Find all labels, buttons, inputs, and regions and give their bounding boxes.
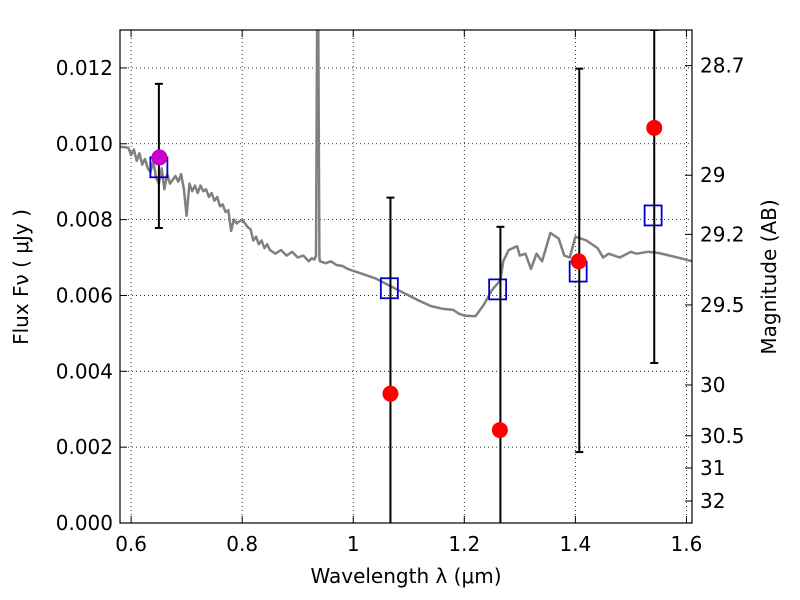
grid-lines	[120, 30, 692, 524]
x-tick-label: 0.8	[226, 532, 258, 556]
observed-flux-point	[151, 149, 168, 166]
x-tick-label: 1.2	[448, 532, 480, 556]
plot-series	[120, 30, 692, 523]
axes: 0.6 0.8 1 1.2 1.4 1.6 0.000 0.002 0.004 0.006 0.00…	[56, 30, 745, 556]
observed-flux-point	[491, 422, 508, 439]
y-right-tick-label: 29	[700, 163, 725, 187]
y-tick-label: 0.004	[56, 359, 113, 383]
y-tick-label: 0.002	[56, 435, 113, 459]
y-axis-right-title: Magnitude (AB)	[757, 199, 781, 354]
observed-flux-point	[382, 385, 399, 402]
y-right-tick-label: 31	[700, 456, 725, 480]
y-right-tick-label: 29.2	[700, 222, 745, 246]
x-tick-label: 0.6	[115, 532, 147, 556]
observed-flux-point	[570, 253, 587, 270]
x-tick-label: 1.4	[559, 532, 591, 556]
y-tick-label: 0.006	[56, 283, 113, 307]
x-axis-title: Wavelength λ (μm)	[310, 564, 501, 588]
model-square-point	[379, 277, 399, 300]
y-right-tick-label: 29.5	[700, 293, 745, 317]
observed-flux-point	[646, 119, 663, 136]
y-axis-title: Flux Fν ( μJy )	[9, 209, 33, 345]
spectrum-line	[120, 30, 692, 318]
plot-frame	[119, 29, 693, 524]
x-tick-label: 1.6	[671, 532, 703, 556]
plot-area	[120, 30, 692, 523]
y-tick-label: 0.010	[56, 132, 113, 156]
y-right-tick-label: 30.5	[700, 424, 745, 448]
model-square-point	[488, 278, 508, 301]
y-right-tick-label: 28.7	[700, 54, 745, 78]
y-tick-label: 0.008	[56, 208, 113, 232]
model-square-point	[643, 204, 663, 227]
y-right-tick-label: 32	[700, 489, 725, 513]
x-tick-label: 1	[347, 532, 360, 556]
y-tick-label: 0.000	[56, 511, 113, 535]
y-tick-label: 0.012	[56, 56, 113, 80]
y-right-tick-label: 30	[700, 373, 725, 397]
